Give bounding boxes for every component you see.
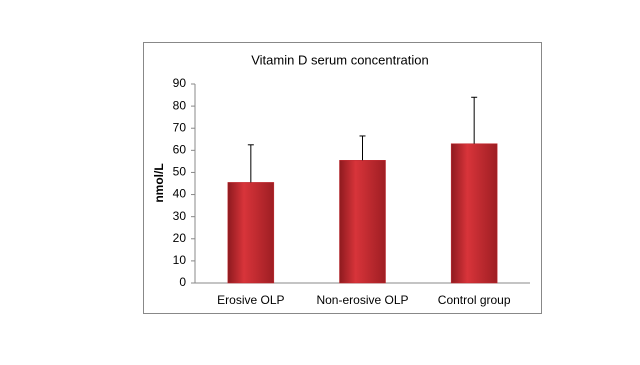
y-tick-label: 90: [173, 76, 187, 90]
bar: [450, 143, 498, 284]
y-tick-label: 50: [173, 165, 187, 179]
x-tick-label: Erosive OLP: [217, 293, 284, 307]
bar: [339, 160, 386, 284]
y-tick-label: 80: [173, 98, 187, 112]
y-axis-label: nmol/L: [152, 163, 166, 202]
bar: [227, 182, 275, 284]
y-tick-label: 20: [173, 231, 187, 245]
y-tick-label: 0: [179, 275, 186, 289]
y-tick-label: 30: [173, 209, 187, 223]
chart-title: Vitamin D serum concentration: [251, 52, 429, 67]
y-tick-label: 60: [173, 143, 187, 157]
y-tick-label: 70: [173, 120, 187, 134]
x-tick-label: Non-erosive OLP: [316, 293, 408, 307]
y-tick-label: 40: [173, 187, 187, 201]
x-tick-label: Control group: [438, 293, 511, 307]
y-tick-label: 10: [173, 253, 187, 267]
